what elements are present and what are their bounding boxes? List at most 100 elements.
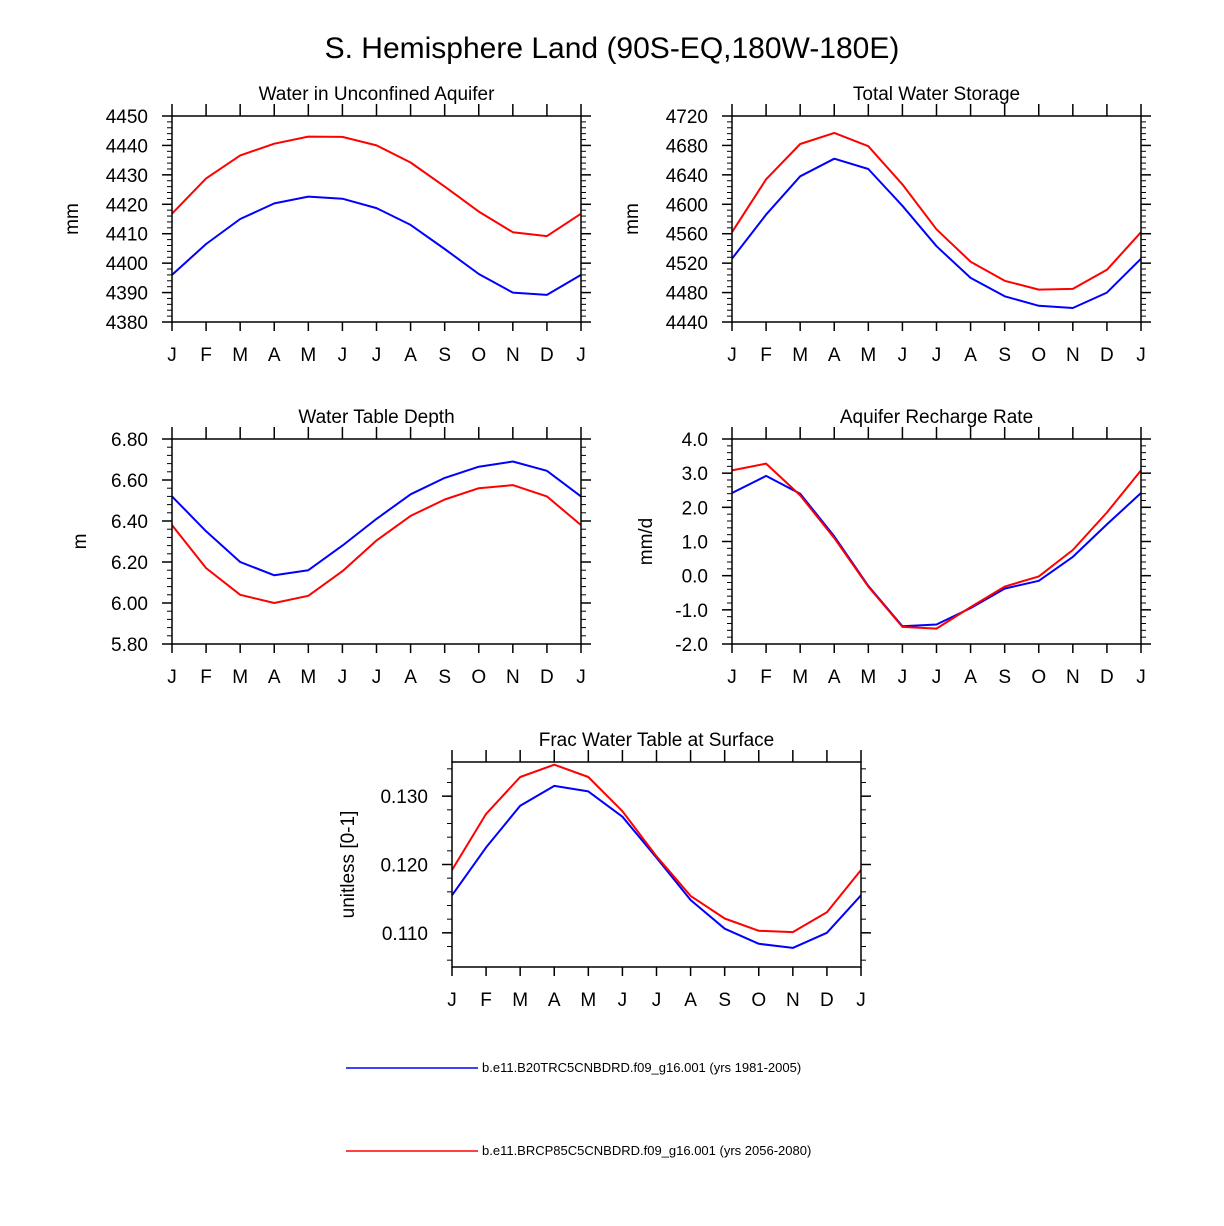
chart-3-x-tick-label: S [438,667,451,688]
chart-3-x-tick-label: J [167,667,177,688]
chart-4-x-tick-label: J [932,667,942,688]
chart-3-y-axis-label: m [70,534,91,550]
chart-1-x-tick-label: N [506,345,520,366]
chart-1-x-tick-label: F [200,345,212,366]
chart-2-y-tick-label: 4520 [666,254,708,275]
chart-5-y-tick-label: 0.110 [382,924,428,945]
chart-1-x-tick-label: J [576,345,586,366]
chart-4-x-tick-label: A [964,667,977,688]
chart-2-y-axis-label: mm [622,203,643,235]
chart-5-x-tick-label: J [447,990,457,1011]
chart-5-x-tick-label: J [618,990,628,1011]
chart-2-y-tick-label: 4680 [666,136,708,157]
chart-5-series-2-line [451,763,862,934]
chart-4-x-tick-label: M [860,667,876,688]
chart-3-x-tick-label: F [200,667,212,688]
chart-1-y-tick-label: 4430 [106,166,148,187]
chart-5-x-tick-label: N [786,990,800,1011]
chart-1-x-tick-label: J [372,345,382,366]
chart-2-y-tick-label: 4440 [666,313,708,334]
chart-4-y-tick-label: 2.0 [682,498,708,519]
panel-frac-water-table-at-surface: Frac Water Table at Surface unitless [0-1… [338,730,871,1011]
chart-3-y-tick-label: 5.80 [111,635,148,656]
chart-1-y-tick-label: 4390 [106,284,148,305]
chart-2-x-tick-label: J [898,345,908,366]
chart-1-x-tick-label: D [540,345,554,366]
chart-5-y-tick-label: 0.120 [380,856,428,877]
chart-1-x-tick-label: A [268,345,281,366]
chart-4-x-tick-label: O [1031,667,1046,688]
chart-2-x-tick-label: O [1031,345,1046,366]
chart-4-y-tick-label: 1.0 [682,533,708,554]
legend: b.e11.B20TRC5CNBDRD.f09_g16.001 (yrs 198… [346,1060,811,1158]
chart-1-title: Water in Unconfined Aquifer [259,84,496,105]
chart-2-x-tick-label: S [998,345,1011,366]
chart-5-x-tick-label: F [480,990,492,1011]
chart-2-series-1-line [731,157,1142,309]
chart-1-y-tick-label: 4400 [106,254,148,275]
chart-2-x-tick-label: A [828,345,841,366]
chart-2-x-tick-label: A [964,345,977,366]
chart-5-x-tick-label: D [820,990,834,1011]
chart-3-x-tick-label: J [576,667,586,688]
chart-3-x-tick-label: O [471,667,486,688]
chart-4-x-tick-label: S [998,667,1011,688]
chart-2-x-tick-label: N [1066,345,1080,366]
chart-5-x-tick-label: O [751,990,766,1011]
chart-4-y-axis-label: mm/d [636,518,657,566]
chart-4-x-tick-label: J [898,667,908,688]
chart-2-y-tick-label: 4600 [666,195,708,216]
chart-4-y-tick-label: 0.0 [682,567,708,588]
chart-3-title: Water Table Depth [298,407,454,428]
chart-1-x-tick-label: M [300,345,316,366]
chart-1-x-tick-label: O [471,345,486,366]
chart-5-y-axis-label: unitless [0-1] [338,811,359,919]
chart-1-x-tick-label: A [404,345,417,366]
chart-2-series-2-line [731,131,1142,291]
chart-4-y-tick-label: -1.0 [675,601,708,622]
chart-2-x-tick-label: M [860,345,876,366]
chart-5-x-tick-label: M [512,990,528,1011]
chart-2-x-tick-label: J [727,345,737,366]
chart-2-x-tick-label: M [792,345,808,366]
chart-2-x-tick-label: J [932,345,942,366]
chart-2-title: Total Water Storage [853,84,1020,105]
chart-3-x-tick-label: M [300,667,316,688]
chart-3-y-tick-label: 6.80 [111,430,148,451]
chart-5-x-tick-label: A [684,990,697,1011]
chart-4-x-tick-label: A [828,667,841,688]
chart-3-plot-frame [171,438,582,645]
chart-3-y-tick-label: 6.60 [111,471,148,492]
chart-5-x-tick-label: M [580,990,596,1011]
chart-3-x-tick-label: J [372,667,382,688]
chart-4-y-tick-label: -2.0 [675,635,708,656]
figure-title: S. Hemisphere Land (90S-EQ,180W-180E) [325,32,900,65]
chart-3-series-2-line [171,484,582,604]
chart-5-y-tick-label: 0.130 [380,787,428,808]
chart-3-x-tick-label: A [404,667,417,688]
chart-3-x-tick-label: N [506,667,520,688]
chart-2-x-tick-label: F [760,345,772,366]
chart-1-x-tick-label: J [167,345,177,366]
chart-1-x-tick-label: S [438,345,451,366]
chart-4-x-tick-label: N [1066,667,1080,688]
chart-4-x-tick-label: F [760,667,772,688]
chart-5-plot-frame [451,761,862,968]
chart-2-x-tick-label: D [1100,345,1114,366]
chart-4-x-tick-label: M [792,667,808,688]
chart-1-y-tick-label: 4420 [106,195,148,216]
chart-4-series-2-line [731,462,1142,630]
chart-4-x-tick-label: J [1136,667,1146,688]
legend-label-series-2: b.e11.BRCP85C5CNBDRD.f09_g16.001 (yrs 20… [482,1143,811,1158]
chart-5-title: Frac Water Table at Surface [539,730,775,751]
chart-1-y-axis-label: mm [62,203,83,235]
chart-3-y-tick-label: 6.00 [111,594,148,615]
chart-5-x-tick-label: J [652,990,662,1011]
chart-2-plot-frame [731,115,1142,323]
chart-4-x-tick-label: D [1100,667,1114,688]
chart-4-title: Aquifer Recharge Rate [840,407,1033,428]
